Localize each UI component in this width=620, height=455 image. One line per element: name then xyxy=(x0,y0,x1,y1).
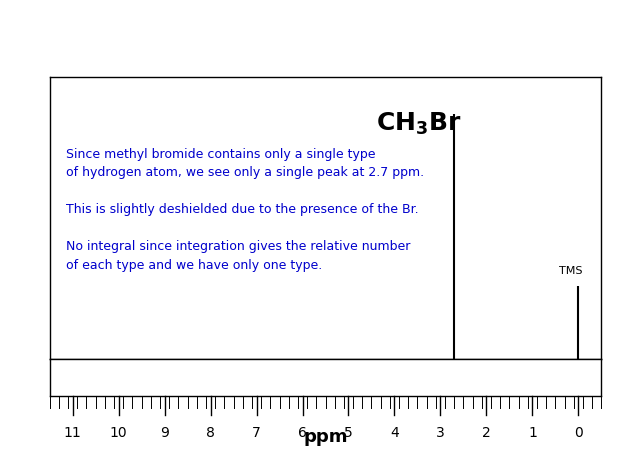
Text: 8: 8 xyxy=(206,426,215,440)
Text: TMS: TMS xyxy=(559,266,582,276)
Text: $\mathbf{CH_3Br}$: $\mathbf{CH_3Br}$ xyxy=(376,111,462,137)
Text: 0: 0 xyxy=(574,426,583,440)
Text: 1: 1 xyxy=(528,426,537,440)
Text: 5: 5 xyxy=(344,426,353,440)
Text: 2: 2 xyxy=(482,426,491,440)
Text: 11: 11 xyxy=(64,426,81,440)
Text: 3: 3 xyxy=(436,426,445,440)
Text: 4: 4 xyxy=(390,426,399,440)
Text: 6: 6 xyxy=(298,426,307,440)
Text: ppm: ppm xyxy=(303,428,348,446)
Text: 10: 10 xyxy=(110,426,127,440)
Text: 9: 9 xyxy=(160,426,169,440)
Text: Since methyl bromide contains only a single type
of hydrogen atom, we see only a: Since methyl bromide contains only a sin… xyxy=(66,148,424,272)
Text: 7: 7 xyxy=(252,426,261,440)
